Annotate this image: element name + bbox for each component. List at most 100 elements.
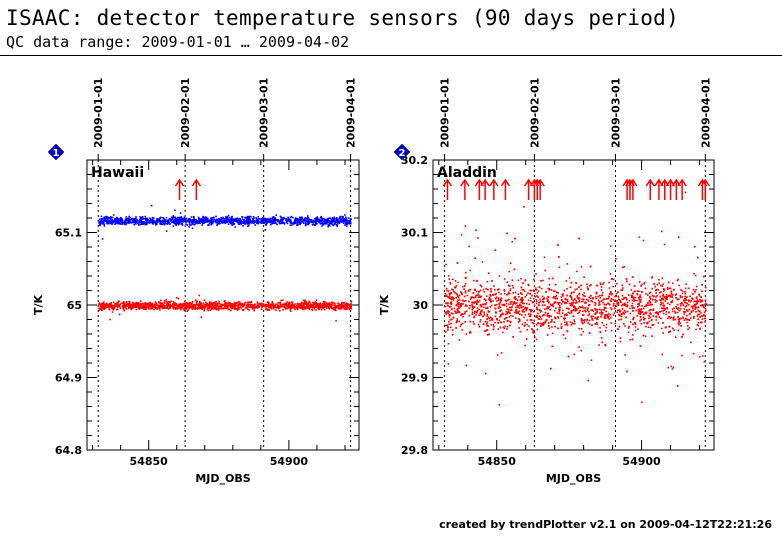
data-point bbox=[452, 316, 455, 319]
data-point bbox=[297, 218, 299, 220]
data-point bbox=[654, 301, 657, 303]
data-point bbox=[224, 217, 226, 220]
data-point bbox=[583, 292, 586, 294]
data-point bbox=[294, 217, 297, 219]
data-point bbox=[452, 312, 454, 315]
data-point bbox=[114, 219, 116, 221]
data-point bbox=[232, 304, 234, 306]
data-point bbox=[339, 215, 341, 218]
data-point bbox=[695, 311, 697, 313]
data-point bbox=[518, 327, 520, 329]
data-point bbox=[328, 304, 331, 307]
data-point bbox=[213, 216, 215, 219]
data-point bbox=[633, 316, 635, 319]
data-point bbox=[543, 314, 546, 316]
data-point bbox=[456, 293, 459, 296]
data-point bbox=[193, 216, 195, 219]
data-point bbox=[678, 284, 680, 287]
data-point bbox=[344, 219, 347, 221]
data-point bbox=[245, 217, 248, 219]
data-point bbox=[291, 222, 294, 224]
data-point bbox=[191, 223, 194, 225]
data-point bbox=[478, 295, 481, 297]
data-point bbox=[170, 218, 173, 220]
data-point bbox=[205, 305, 207, 307]
data-point bbox=[346, 221, 349, 224]
data-point bbox=[643, 283, 646, 285]
data-point bbox=[665, 294, 668, 296]
data-point bbox=[218, 300, 220, 303]
data-point bbox=[517, 306, 519, 309]
data-point bbox=[317, 303, 319, 305]
data-point bbox=[315, 304, 317, 307]
data-point bbox=[448, 323, 451, 326]
data-point bbox=[572, 315, 575, 317]
data-point bbox=[496, 300, 498, 302]
data-point bbox=[146, 221, 149, 223]
data-point bbox=[493, 285, 495, 287]
data-point bbox=[566, 298, 569, 301]
data-point bbox=[241, 302, 243, 305]
data-point bbox=[499, 315, 501, 318]
data-point bbox=[573, 305, 575, 308]
data-point bbox=[349, 304, 352, 307]
data-point bbox=[308, 305, 310, 307]
data-point bbox=[267, 218, 270, 221]
panel-title: Hawaii bbox=[91, 165, 144, 181]
data-point bbox=[639, 295, 641, 298]
data-point bbox=[202, 216, 204, 219]
data-point bbox=[350, 305, 352, 308]
data-point bbox=[684, 287, 687, 290]
data-point bbox=[222, 216, 224, 219]
data-point bbox=[660, 303, 663, 305]
data-point bbox=[491, 280, 493, 282]
data-point bbox=[481, 309, 483, 312]
data-point bbox=[220, 216, 223, 219]
data-point bbox=[509, 289, 511, 292]
data-point bbox=[308, 307, 311, 310]
data-point bbox=[624, 325, 626, 327]
data-point bbox=[460, 323, 462, 326]
data-point bbox=[140, 306, 142, 309]
data-point bbox=[178, 305, 180, 307]
data-point bbox=[540, 280, 542, 282]
data-point bbox=[473, 316, 475, 319]
data-point bbox=[176, 297, 178, 299]
data-point bbox=[105, 303, 107, 305]
data-point bbox=[695, 306, 698, 309]
data-point bbox=[518, 296, 520, 298]
data-point bbox=[662, 312, 665, 315]
data-point bbox=[334, 308, 337, 311]
data-point bbox=[526, 319, 529, 321]
data-point bbox=[227, 214, 230, 217]
data-point bbox=[160, 221, 162, 223]
data-point bbox=[338, 222, 341, 224]
data-point bbox=[681, 354, 683, 357]
data-point bbox=[545, 291, 547, 293]
data-point bbox=[230, 216, 233, 218]
data-point bbox=[670, 316, 672, 319]
data-point bbox=[177, 222, 180, 225]
data-point bbox=[339, 219, 342, 221]
data-point bbox=[345, 307, 348, 310]
data-point bbox=[103, 225, 106, 227]
data-point bbox=[531, 294, 533, 297]
data-point bbox=[346, 303, 348, 306]
data-point bbox=[678, 320, 680, 323]
data-point bbox=[345, 216, 347, 219]
data-point bbox=[559, 306, 561, 309]
data-point bbox=[655, 316, 658, 318]
data-point bbox=[632, 323, 634, 326]
data-point bbox=[570, 281, 573, 284]
data-point bbox=[125, 222, 128, 225]
data-point bbox=[570, 312, 573, 314]
data-point bbox=[133, 218, 136, 221]
data-point bbox=[471, 311, 474, 313]
data-point bbox=[250, 220, 252, 222]
data-point bbox=[551, 320, 553, 323]
data-point bbox=[209, 221, 212, 224]
data-point bbox=[220, 303, 223, 306]
data-point bbox=[579, 306, 582, 309]
data-point bbox=[678, 298, 680, 301]
data-point bbox=[582, 293, 584, 296]
